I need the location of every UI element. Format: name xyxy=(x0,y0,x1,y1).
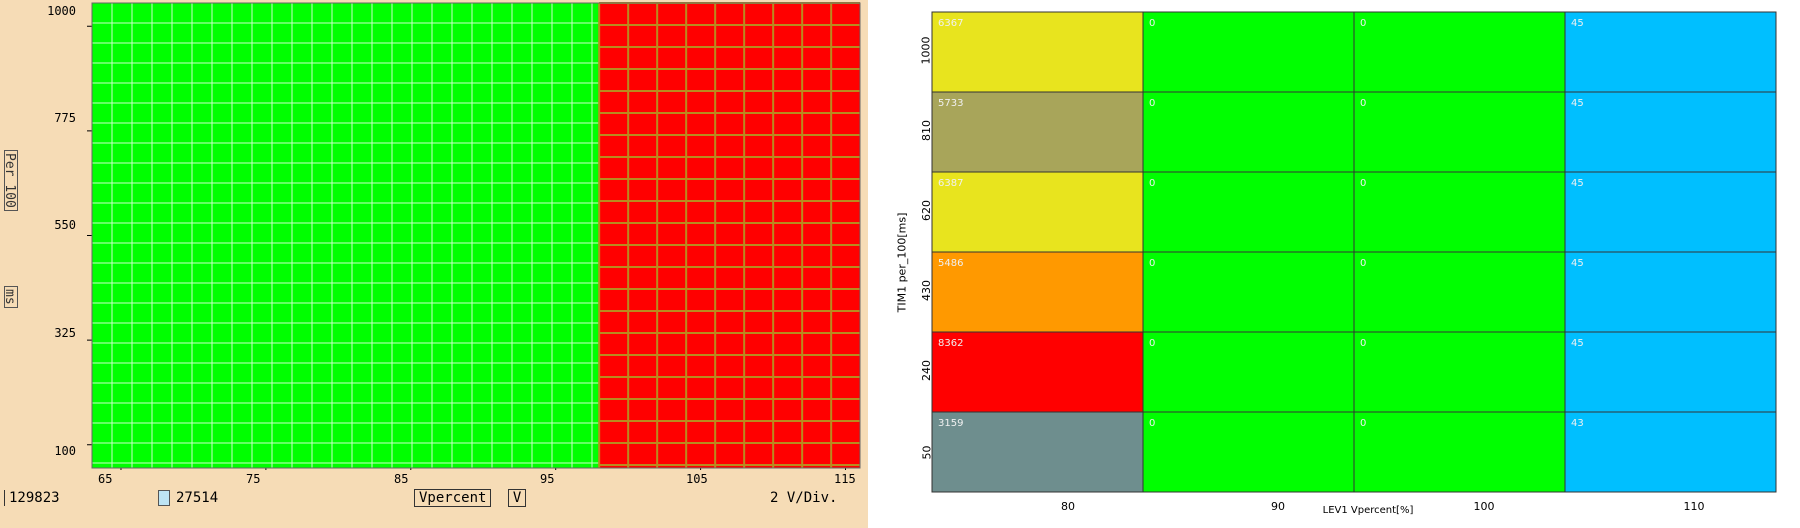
heatmap-cell xyxy=(1564,91,1777,173)
cell-value-label: 6387 xyxy=(938,178,963,189)
y-tick-label: 810 xyxy=(920,120,933,141)
cell-value-label: 0 xyxy=(1360,178,1366,189)
total-count-value: 129823 xyxy=(4,490,60,506)
marked-count-value: 27514 xyxy=(176,490,219,506)
y-tick-label: 240 xyxy=(920,360,933,381)
marked-count-readout: 27514 xyxy=(158,490,218,506)
heatmap-cell xyxy=(1353,91,1566,173)
cell-value-label: 45 xyxy=(1571,338,1584,349)
heatmap-cell xyxy=(1564,331,1777,413)
y-tick-label: 550 xyxy=(54,218,76,232)
heatmap-cell xyxy=(931,331,1144,413)
marker-swatch-icon xyxy=(158,490,170,506)
heatmap-cell xyxy=(1142,251,1355,333)
cell-value-label: 0 xyxy=(1149,338,1155,349)
cell-value-label: 0 xyxy=(1360,418,1366,429)
heatmap-cell xyxy=(931,11,1144,93)
heatmap-cell xyxy=(1353,171,1566,253)
x-tick-label: 80 xyxy=(1061,500,1075,513)
cell-value-label: 0 xyxy=(1360,98,1366,109)
heatmap-cell xyxy=(1564,171,1777,253)
cell-value-label: 0 xyxy=(1149,18,1155,29)
x-tick-label: 90 xyxy=(1271,500,1285,513)
cell-value-label: 45 xyxy=(1571,18,1584,29)
y-tick-label: 1000 xyxy=(47,4,76,18)
x-tick-label: 65 xyxy=(98,472,113,486)
x-tick-label: 95 xyxy=(540,472,555,486)
y-tick-label: 430 xyxy=(920,280,933,301)
heatmap-cell xyxy=(931,411,1144,493)
cell-value-label: 0 xyxy=(1149,418,1155,429)
cell-value-label: 5733 xyxy=(938,98,963,109)
total-count-readout: 129823 xyxy=(4,490,60,506)
heatmap-cell xyxy=(1353,11,1566,93)
y-tick-label: 1000 xyxy=(919,36,933,65)
y-tick-label: 50 xyxy=(920,445,934,460)
right-heatmap-plot: 6367 0 0 45 5733 0 0 45 6387 0 0 45 5486 0 0 45 8362 0 0 45… xyxy=(931,11,1777,493)
heatmap-cell xyxy=(1142,331,1355,413)
cell-value-label: 0 xyxy=(1360,338,1366,349)
cell-value-label: 0 xyxy=(1149,178,1155,189)
x-variable-selector[interactable]: Vpercent V xyxy=(414,489,527,507)
heatmap-cell xyxy=(1142,171,1355,253)
x-axis-label: LEV1 Vpercent[%] xyxy=(1322,505,1414,516)
cell-value-label: 45 xyxy=(1571,178,1584,189)
right-chart-panel: 6367 0 0 45 5733 0 0 45 6387 0 0 45 5486 0 0 45 8362 0 0 45… xyxy=(868,0,1800,528)
cell-value-label: 0 xyxy=(1360,18,1366,29)
heatmap-cell xyxy=(1142,11,1355,93)
cell-value-label: 0 xyxy=(1149,258,1155,269)
grid-lines xyxy=(91,2,860,468)
heatmap-cell xyxy=(1564,251,1777,333)
cell-value-label: 6367 xyxy=(938,18,963,29)
heatmap-cell xyxy=(931,91,1144,173)
x-tick-label: 105 xyxy=(686,472,708,486)
plot-frame xyxy=(91,2,861,469)
x-variable-name[interactable]: Vpercent xyxy=(414,489,492,507)
cell-value-label: 43 xyxy=(1571,418,1584,429)
x-tick-label: 100 xyxy=(1473,500,1495,513)
y-axis-label: TIM1 per_100[ms] xyxy=(895,212,909,313)
cell-value-label: 45 xyxy=(1571,98,1584,109)
heatmap-cell xyxy=(1564,411,1777,493)
x-tick-label: 115 xyxy=(834,472,856,486)
x-tick-label: 85 xyxy=(394,472,409,486)
red-region xyxy=(599,3,860,468)
heatmap-cell xyxy=(1142,411,1355,493)
cell-value-label: 3159 xyxy=(938,418,963,429)
x-tick-label: 110 xyxy=(1683,500,1705,513)
y-unit-label: ms xyxy=(2,286,18,308)
left-chart-panel: 1000 775 550 325 100 Per 100 ms 65 75 85… xyxy=(0,0,868,528)
heatmap-cell xyxy=(931,171,1144,253)
y-tick-label: 100 xyxy=(54,444,76,458)
cell-value-label: 0 xyxy=(1360,258,1366,269)
x-tick-label: 75 xyxy=(246,472,261,486)
y-axis-label: Per 100 xyxy=(2,150,18,211)
cell-value-label: 0 xyxy=(1149,98,1155,109)
scale-readout: 2 V/Div. xyxy=(770,490,838,506)
y-tick-label: 325 xyxy=(54,326,76,340)
cell-value-label: 5486 xyxy=(938,258,963,269)
cell-value-label: 45 xyxy=(1571,258,1584,269)
heatmap-cell xyxy=(1353,251,1566,333)
left-heatmap-plot xyxy=(87,2,861,470)
heatmap-cell xyxy=(1353,411,1566,493)
green-region xyxy=(92,3,600,468)
heatmap-cell xyxy=(1353,331,1566,413)
x-variable-unit[interactable]: V xyxy=(507,489,527,507)
y-tick-label: 620 xyxy=(920,200,933,221)
cell-value-label: 8362 xyxy=(938,338,963,349)
heatmap-cell xyxy=(1564,11,1777,93)
y-tick-label: 775 xyxy=(54,111,76,125)
heatmap-cell xyxy=(931,251,1144,333)
heatmap-cell xyxy=(1142,91,1355,173)
